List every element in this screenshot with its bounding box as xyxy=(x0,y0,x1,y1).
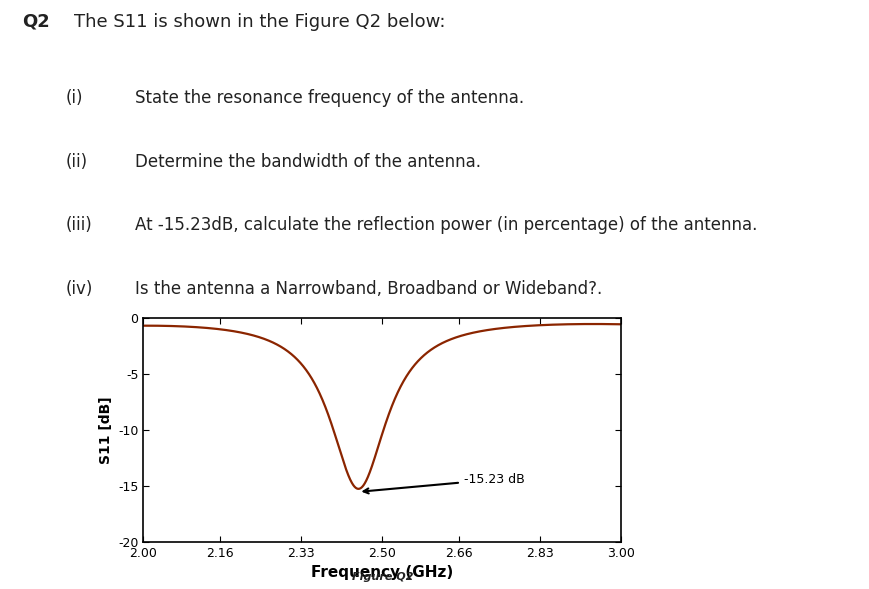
Text: At -15.23dB, calculate the reflection power (in percentage) of the antenna.: At -15.23dB, calculate the reflection po… xyxy=(135,216,757,234)
Text: The S11 is shown in the Figure Q2 below:: The S11 is shown in the Figure Q2 below: xyxy=(74,13,446,31)
Text: Q2: Q2 xyxy=(22,13,50,31)
Y-axis label: S11 [dB]: S11 [dB] xyxy=(98,396,113,464)
Text: (ii): (ii) xyxy=(65,153,87,171)
Text: -15.23 dB: -15.23 dB xyxy=(363,473,524,494)
Text: (i): (i) xyxy=(65,89,83,107)
Text: (iv): (iv) xyxy=(65,280,93,298)
Text: State the resonance frequency of the antenna.: State the resonance frequency of the ant… xyxy=(135,89,524,107)
Text: Determine the bandwidth of the antenna.: Determine the bandwidth of the antenna. xyxy=(135,153,481,171)
Text: Figure Q2: Figure Q2 xyxy=(352,572,413,582)
Text: (iii): (iii) xyxy=(65,216,92,234)
X-axis label: Frequency (GHz): Frequency (GHz) xyxy=(311,565,454,580)
Text: Is the antenna a Narrowband, Broadband or Wideband?.: Is the antenna a Narrowband, Broadband o… xyxy=(135,280,602,298)
